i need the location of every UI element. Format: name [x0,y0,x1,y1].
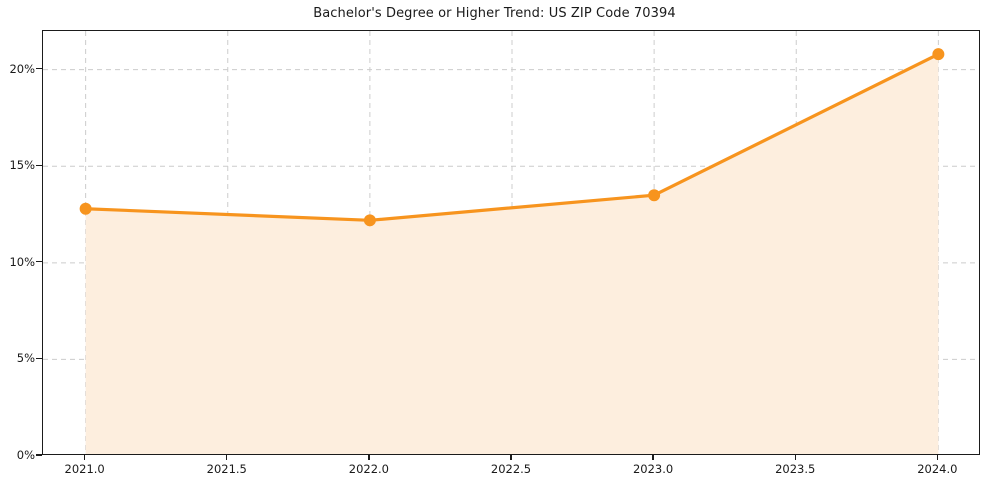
x-axis-tick-label: 2021.5 [206,462,247,476]
plot-canvas [43,31,979,454]
y-axis-tick-label: 0% [16,448,35,462]
x-axis-tick-mark [652,455,654,460]
x-axis-tick-label: 2024.0 [917,462,958,476]
x-axis-tick-mark [83,455,86,460]
x-axis-tick-label: 2021.0 [64,462,105,476]
x-axis-tick-label: 2023.5 [775,462,816,476]
x-axis-tick-mark [510,455,512,460]
x-axis-tick-mark [936,455,938,460]
area-fill [85,54,939,454]
x-axis-tick-mark [226,455,228,460]
data-point-marker [932,48,945,61]
x-axis-tick-mark [368,455,370,460]
y-axis-tick-labels: 0% 5% 10% 15% 20% [0,0,35,490]
data-point-markers [79,48,945,227]
data-point-marker [648,189,661,202]
data-point-marker [79,202,92,215]
y-axis-tick-label: 20% [9,61,35,76]
data-point-marker [363,214,376,227]
trend-line [84,52,940,222]
x-axis-tick-label: 2022.0 [348,462,389,476]
chart-title: Bachelor's Degree or Higher Trend: US ZI… [313,6,676,21]
x-axis-tick-mark [794,455,796,460]
y-axis-tick-label: 15% [9,158,35,173]
y-axis-tick-label: 10% [9,254,35,269]
plot-area [42,30,980,455]
x-axis-tick-label: 2023.0 [632,462,674,476]
y-axis-tick-label: 5% [16,351,35,366]
x-axis-tick-label: 2022.5 [490,462,532,476]
